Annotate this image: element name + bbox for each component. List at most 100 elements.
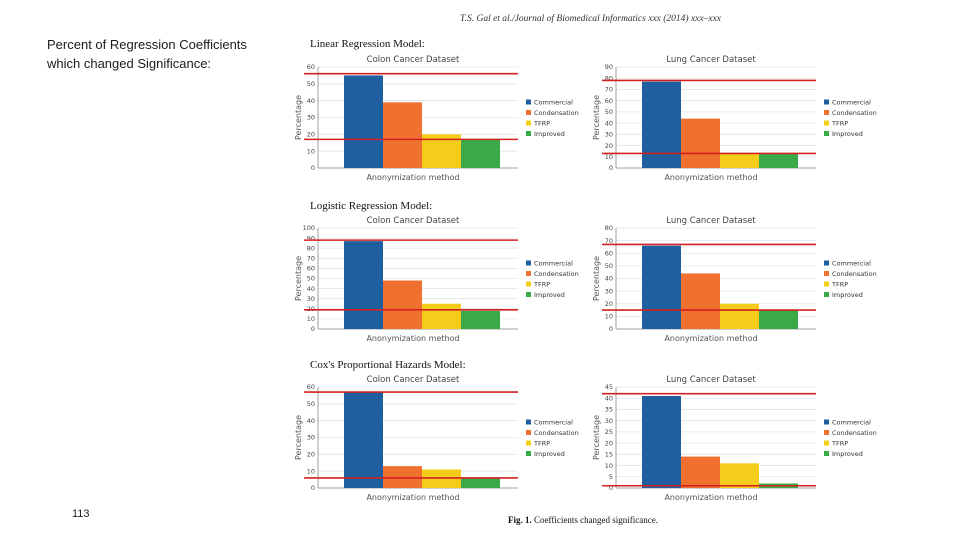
legend-label-improved: Improved (832, 291, 863, 299)
legend-label-condensation: Condensation (534, 109, 579, 117)
y-tick-label: 60 (605, 97, 613, 105)
legend-swatch-tfrp (824, 120, 829, 126)
y-axis-label: Percentage (592, 95, 601, 140)
legend-label-condensation: Condensation (534, 270, 579, 278)
chart-linear-colon: Colon Cancer Dataset 0 10 20 30 40 50 60 Anonymi… (294, 55, 579, 182)
y-tick-label: 40 (605, 119, 613, 127)
chart-title: Colon Cancer Dataset (367, 216, 460, 226)
y-tick-label: 90 (307, 234, 315, 242)
legend-label-tfrp: TFRP (533, 119, 550, 127)
y-tick-label: 30 (307, 434, 315, 442)
legend-label-commercial: Commercial (534, 418, 573, 426)
y-tick-label: 40 (605, 394, 613, 402)
legend-label-commercial: Commercial (832, 418, 871, 426)
y-axis-label: Percentage (294, 415, 303, 460)
y-tick-label: 30 (605, 131, 613, 139)
legend-swatch-improved (824, 131, 829, 136)
y-tick-label: 0 (609, 164, 613, 172)
bar-condensation (383, 102, 422, 168)
legend-swatch-commercial (824, 419, 829, 425)
y-tick-label: 10 (307, 315, 315, 323)
bar-condensation (681, 118, 720, 168)
y-tick-label: 80 (307, 244, 315, 252)
y-tick-label: 10 (307, 147, 315, 155)
legend-label-improved: Improved (832, 450, 863, 458)
legend-label-condensation: Condensation (534, 429, 579, 437)
y-tick-label: 10 (605, 462, 613, 470)
legend-label-tfrp: TFRP (533, 439, 550, 447)
model-label-cox: Cox's Proportional Hazards Model: (310, 359, 466, 371)
bar-commercial (642, 395, 681, 488)
legend-swatch-improved (526, 292, 531, 297)
y-axis-label: Percentage (294, 256, 303, 301)
page-number: 113 (72, 508, 90, 520)
bar-tfrp (720, 303, 759, 329)
y-tick-label: 45 (605, 383, 613, 391)
legend-swatch-commercial (824, 260, 829, 266)
y-tick-label: 10 (307, 467, 315, 475)
legend-label-improved: Improved (534, 130, 565, 138)
model-label-logistic: Logistic Regression Model: (310, 200, 433, 212)
bar-commercial (344, 392, 383, 488)
y-tick-label: 25 (605, 428, 613, 436)
legend-label-tfrp: TFRP (831, 280, 848, 288)
legend-swatch-condensation (526, 271, 531, 276)
chart-title: Lung Cancer Dataset (666, 55, 756, 65)
y-tick-label: 80 (605, 224, 613, 232)
legend-swatch-improved (824, 451, 829, 456)
legend-swatch-improved (526, 451, 531, 456)
bar-tfrp (720, 463, 759, 488)
y-tick-label: 0 (311, 484, 315, 492)
y-tick-label: 20 (605, 439, 613, 447)
figure-caption-label: Fig. 1. (508, 515, 532, 525)
y-tick-label: 40 (307, 97, 315, 105)
y-tick-label: 20 (307, 131, 315, 139)
bar-commercial (344, 75, 383, 168)
y-tick-label: 0 (609, 325, 613, 333)
bar-improved (759, 153, 798, 168)
legend-swatch-condensation (824, 430, 829, 435)
y-tick-label: 20 (605, 142, 613, 150)
legend-label-commercial: Commercial (534, 259, 573, 267)
legend-label-improved: Improved (534, 450, 565, 458)
figure-caption: Fig. 1. Coefficients changed significanc… (508, 515, 658, 525)
y-tick-label: 10 (605, 313, 613, 321)
y-tick-label: 0 (311, 164, 315, 172)
bar-improved (759, 310, 798, 329)
bar-tfrp (422, 469, 461, 488)
y-tick-label: 70 (605, 237, 613, 245)
bar-improved (461, 139, 500, 168)
y-axis-label: Percentage (592, 256, 601, 301)
y-tick-label: 50 (605, 108, 613, 116)
chart-logistic-colon: Colon Cancer Dataset 0 10 20 30 40 50 60 70 80 90 1… (294, 216, 579, 343)
x-axis-label: Anonymization method (664, 173, 757, 182)
legend-swatch-commercial (824, 99, 829, 105)
legend-label-tfrp: TFRP (831, 119, 848, 127)
model-label-linear: Linear Regression Model: (310, 38, 425, 50)
x-axis-label: Anonymization method (366, 493, 459, 502)
slide-title-line-1: Percent of Regression Coefficients (47, 37, 247, 52)
y-tick-label: 0 (311, 325, 315, 333)
x-axis-label: Anonymization method (366, 173, 459, 182)
y-tick-label: 40 (307, 285, 315, 293)
y-tick-label: 30 (605, 287, 613, 295)
y-tick-label: 0 (609, 484, 613, 492)
legend-label-commercial: Commercial (534, 98, 573, 106)
y-tick-label: 50 (307, 275, 315, 283)
legend-label-tfrp: TFRP (831, 439, 848, 447)
y-tick-label: 30 (307, 114, 315, 122)
legend-label-tfrp: TFRP (533, 280, 550, 288)
y-tick-label: 20 (307, 305, 315, 313)
y-tick-label: 70 (605, 86, 613, 94)
bar-tfrp (720, 153, 759, 168)
chart-linear-lung: Lung Cancer Dataset 0 10 20 30 40 50 60 70 80 90 An… (592, 55, 877, 182)
bar-tfrp (422, 303, 461, 329)
y-tick-label: 70 (307, 255, 315, 263)
y-tick-label: 50 (605, 262, 613, 270)
y-tick-label: 40 (605, 275, 613, 283)
bar-commercial (642, 81, 681, 168)
legend-swatch-tfrp (526, 281, 531, 287)
y-tick-label: 60 (307, 265, 315, 273)
y-tick-label: 30 (605, 417, 613, 425)
legend-swatch-tfrp (824, 440, 829, 446)
